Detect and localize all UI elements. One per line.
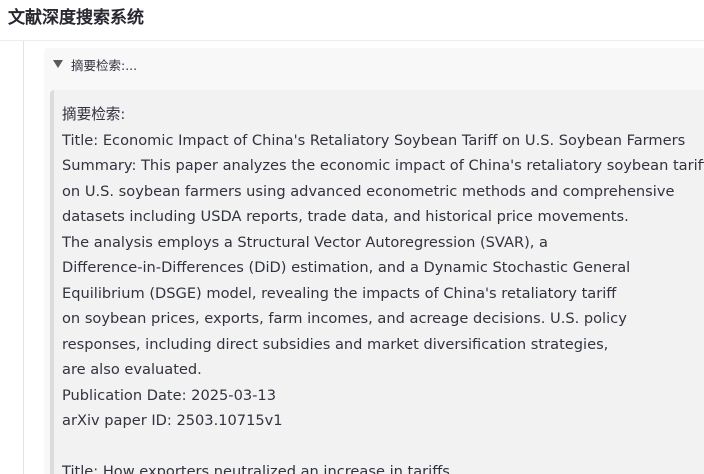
- abstract-results-text: 摘要检索: Title: Economic Impact of China's …: [62, 102, 704, 474]
- abstract-results-panel: 摘要检索: Title: Economic Impact of China's …: [50, 90, 704, 474]
- vertical-rail: [23, 41, 24, 474]
- result-line: on soybean prices, exports, farm incomes…: [62, 310, 627, 327]
- results-heading: 摘要检索:: [62, 106, 126, 123]
- result-line: are also evaluated.: [62, 361, 202, 378]
- result-line: Summary: This paper analyzes the economi…: [62, 157, 704, 174]
- expander-toggle[interactable]: 摘要检索:...: [44, 48, 704, 80]
- result-line: Title: Economic Impact of China's Retali…: [62, 131, 686, 149]
- result-line: Equilibrium (DSGE) model, revealing the …: [62, 284, 617, 302]
- next-result-title: Title: How exporters neutralized an incr…: [62, 463, 450, 474]
- app-title: 文献深度搜索系统: [8, 8, 144, 28]
- publication-date: Publication Date: 2025-03-13: [62, 386, 276, 404]
- result-line: datasets including USDA reports, trade d…: [62, 208, 629, 225]
- result-line: responses, including direct subsidies an…: [62, 335, 609, 353]
- arxiv-paper-id: arXiv paper ID: 2503.10715v1: [62, 412, 283, 429]
- abstract-search-expander: 摘要检索:... 摘要检索: Title: Economic Impact of…: [44, 48, 704, 474]
- expander-label: 摘要检索:...: [71, 57, 138, 73]
- result-line: Difference-in-Differences (DiD) estimati…: [62, 259, 631, 276]
- title-divider: [0, 40, 704, 41]
- result-line: The analysis employs a Structural Vector…: [62, 233, 549, 251]
- blank-line: [62, 434, 704, 460]
- result-line: on U.S. soybean farmers using advanced e…: [62, 182, 675, 200]
- triangle-down-icon: [53, 60, 63, 68]
